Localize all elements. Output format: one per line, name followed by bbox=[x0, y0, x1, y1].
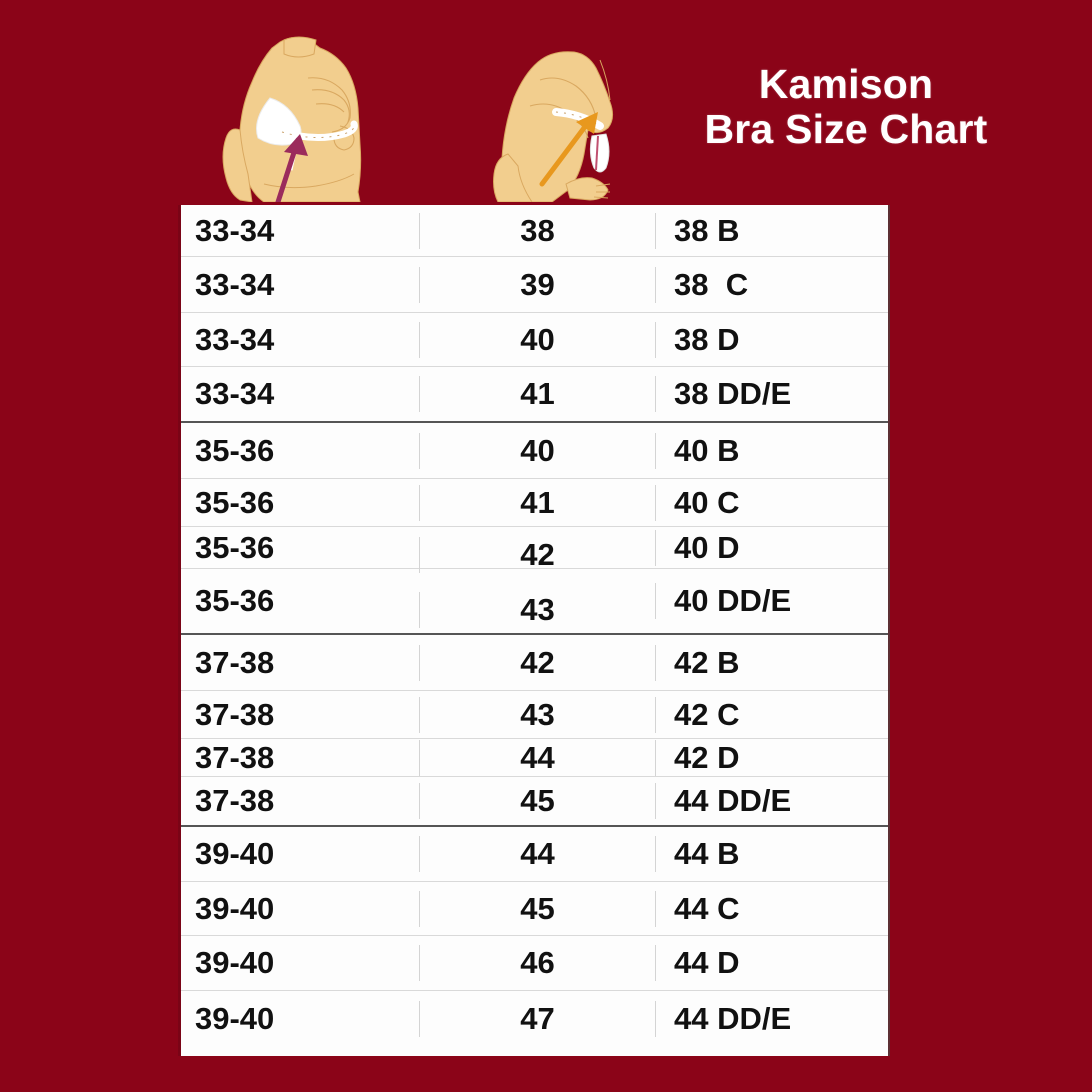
cell-bra-size: 44 B bbox=[655, 836, 888, 872]
cell-overbust: 42 bbox=[419, 536, 655, 573]
cell-overbust: 40 bbox=[419, 432, 655, 469]
chart-subtitle: Bra Size Chart bbox=[704, 106, 988, 152]
cell-overbust: 39 bbox=[419, 266, 655, 303]
size-group-35-36: 35-36 40 40 B 35-36 41 40 C 35-36 42 40 … bbox=[181, 421, 888, 633]
cell-overbust: 44 bbox=[419, 836, 655, 872]
size-group-33-34: 33-34 38 38 B 33-34 39 38 C 33-34 40 38 … bbox=[181, 205, 888, 421]
table-row[interactable]: 37-38 44 42 D bbox=[181, 739, 888, 777]
cell-overbust: 47 bbox=[419, 1000, 655, 1037]
cell-bust: 39-40 bbox=[195, 945, 275, 980]
cell-bust: 37-38 bbox=[195, 739, 275, 775]
table-row[interactable]: 35-36 41 40 C bbox=[181, 479, 888, 527]
size-group-37-38: 37-38 42 42 B 37-38 43 42 C 37-38 44 42 … bbox=[181, 633, 888, 825]
table-row[interactable]: 33-34 39 38 C bbox=[181, 257, 888, 313]
band-measure-arrow bbox=[275, 134, 308, 202]
bra-size-table: 33-34 38 38 B 33-34 39 38 C 33-34 40 38 … bbox=[178, 205, 890, 1056]
table-row[interactable]: 39-40 46 44 D bbox=[181, 936, 888, 991]
cell-bra-size: 40 D bbox=[655, 529, 888, 566]
cup-measure-arrow bbox=[539, 112, 598, 187]
table-row[interactable]: 37-38 43 42 C bbox=[181, 691, 888, 739]
cell-bra-size: 38 D bbox=[655, 321, 888, 358]
cell-overbust: 41 bbox=[419, 376, 655, 412]
cell-bra-size: 38 DD/E bbox=[655, 376, 888, 412]
cup-measurement-illustration bbox=[493, 51, 614, 202]
cell-overbust: 41 bbox=[419, 484, 655, 521]
cell-bra-size: 38 B bbox=[655, 212, 888, 249]
cell-overbust: 45 bbox=[419, 890, 655, 927]
brand-name: Kamison bbox=[758, 61, 934, 107]
cell-bra-size: 44 C bbox=[655, 890, 888, 927]
table-row[interactable]: 33-34 40 38 D bbox=[181, 313, 888, 367]
cell-bust: 35-36 bbox=[195, 432, 275, 468]
table-row[interactable]: 35-36 42 40 D bbox=[181, 527, 888, 573]
table-row[interactable]: 39-40 45 44 C bbox=[181, 882, 888, 936]
cell-bust: 33-34 bbox=[195, 266, 275, 302]
table-row[interactable]: 37-38 45 44 DD/E bbox=[181, 777, 888, 825]
chart-title: Kamison Bra Size Chart bbox=[636, 62, 1056, 152]
cell-bust: 37-38 bbox=[195, 644, 275, 680]
cell-bra-size: 40 DD/E bbox=[655, 583, 888, 619]
cell-bust: 35-36 bbox=[195, 484, 275, 520]
cell-bra-size: 40 B bbox=[655, 432, 888, 469]
cell-bra-size: 44 D bbox=[655, 945, 888, 981]
cell-bust: 37-38 bbox=[195, 696, 275, 732]
cell-bust: 33-34 bbox=[195, 321, 275, 357]
table-row[interactable]: 37-38 42 42 B bbox=[181, 635, 888, 691]
cell-bust: 39-40 bbox=[195, 1000, 275, 1036]
cell-bust: 35-36 bbox=[195, 529, 275, 565]
cell-bra-size: 42 C bbox=[655, 696, 888, 733]
cell-bra-size: 42 D bbox=[655, 739, 888, 776]
cell-bust: 33-34 bbox=[195, 376, 275, 411]
cell-bra-size: 42 B bbox=[655, 644, 888, 681]
table-row[interactable]: 33-34 38 38 B bbox=[181, 205, 888, 257]
cell-bra-size: 40 C bbox=[655, 484, 888, 521]
cell-bust: 39-40 bbox=[195, 890, 275, 926]
cell-overbust: 43 bbox=[419, 696, 655, 733]
cell-bra-size: 44 DD/E bbox=[655, 783, 888, 819]
cell-bust: 35-36 bbox=[195, 583, 275, 618]
table-row[interactable]: 35-36 43 40 DD/E bbox=[181, 569, 888, 633]
cell-bust: 33-34 bbox=[195, 212, 275, 248]
cell-overbust: 46 bbox=[419, 945, 655, 981]
cell-overbust: 42 bbox=[419, 644, 655, 681]
header-banner: Kamison Bra Size Chart bbox=[0, 0, 1092, 205]
cell-overbust: 38 bbox=[419, 212, 655, 249]
cell-bra-size: 38 C bbox=[655, 266, 888, 303]
size-group-39-40: 39-40 44 44 B 39-40 45 44 C 39-40 46 44 … bbox=[181, 825, 888, 1046]
cell-overbust: 44 bbox=[419, 739, 655, 776]
cell-overbust: 40 bbox=[419, 321, 655, 358]
cell-bust: 39-40 bbox=[195, 836, 275, 871]
band-measurement-illustration bbox=[222, 36, 362, 202]
cell-bra-size: 44 DD/E bbox=[655, 1000, 888, 1037]
cell-bust: 37-38 bbox=[195, 783, 275, 818]
table-row[interactable]: 39-40 47 44 DD/E bbox=[181, 991, 888, 1046]
table-row[interactable]: 39-40 44 44 B bbox=[181, 827, 888, 882]
cell-overbust: 43 bbox=[419, 592, 655, 628]
table-row[interactable]: 33-34 41 38 DD/E bbox=[181, 367, 888, 421]
table-row[interactable]: 35-36 40 40 B bbox=[181, 423, 888, 479]
cell-overbust: 45 bbox=[419, 783, 655, 819]
measuring-tape bbox=[552, 108, 610, 173]
torso-figure bbox=[222, 36, 362, 202]
